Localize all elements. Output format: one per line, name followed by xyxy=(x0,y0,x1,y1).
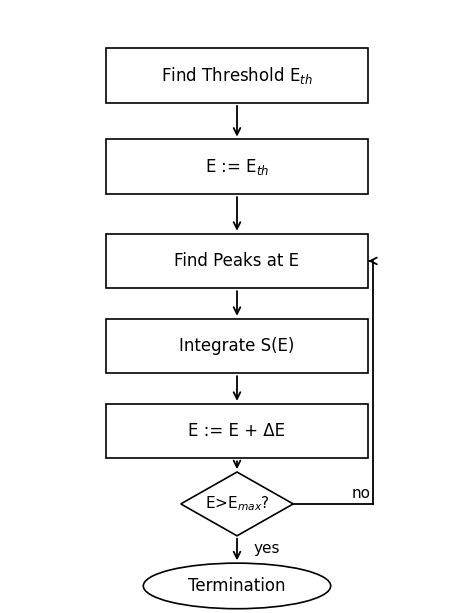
Polygon shape xyxy=(181,472,293,536)
Text: E := E$_{th}$: E := E$_{th}$ xyxy=(205,157,269,177)
Text: Integrate S(E): Integrate S(E) xyxy=(179,337,295,355)
Text: yes: yes xyxy=(254,541,280,556)
FancyBboxPatch shape xyxy=(106,234,368,288)
Text: E := E + ΔE: E := E + ΔE xyxy=(189,422,285,440)
FancyBboxPatch shape xyxy=(106,404,368,459)
Text: E>E$_{max}$?: E>E$_{max}$? xyxy=(205,495,269,513)
FancyBboxPatch shape xyxy=(106,319,368,373)
Text: Find Peaks at E: Find Peaks at E xyxy=(174,252,300,270)
FancyBboxPatch shape xyxy=(106,48,368,103)
FancyBboxPatch shape xyxy=(106,139,368,194)
Text: no: no xyxy=(352,486,371,501)
Text: Find Threshold E$_{th}$: Find Threshold E$_{th}$ xyxy=(161,65,313,86)
Ellipse shape xyxy=(143,563,331,609)
Text: Termination: Termination xyxy=(188,577,286,595)
